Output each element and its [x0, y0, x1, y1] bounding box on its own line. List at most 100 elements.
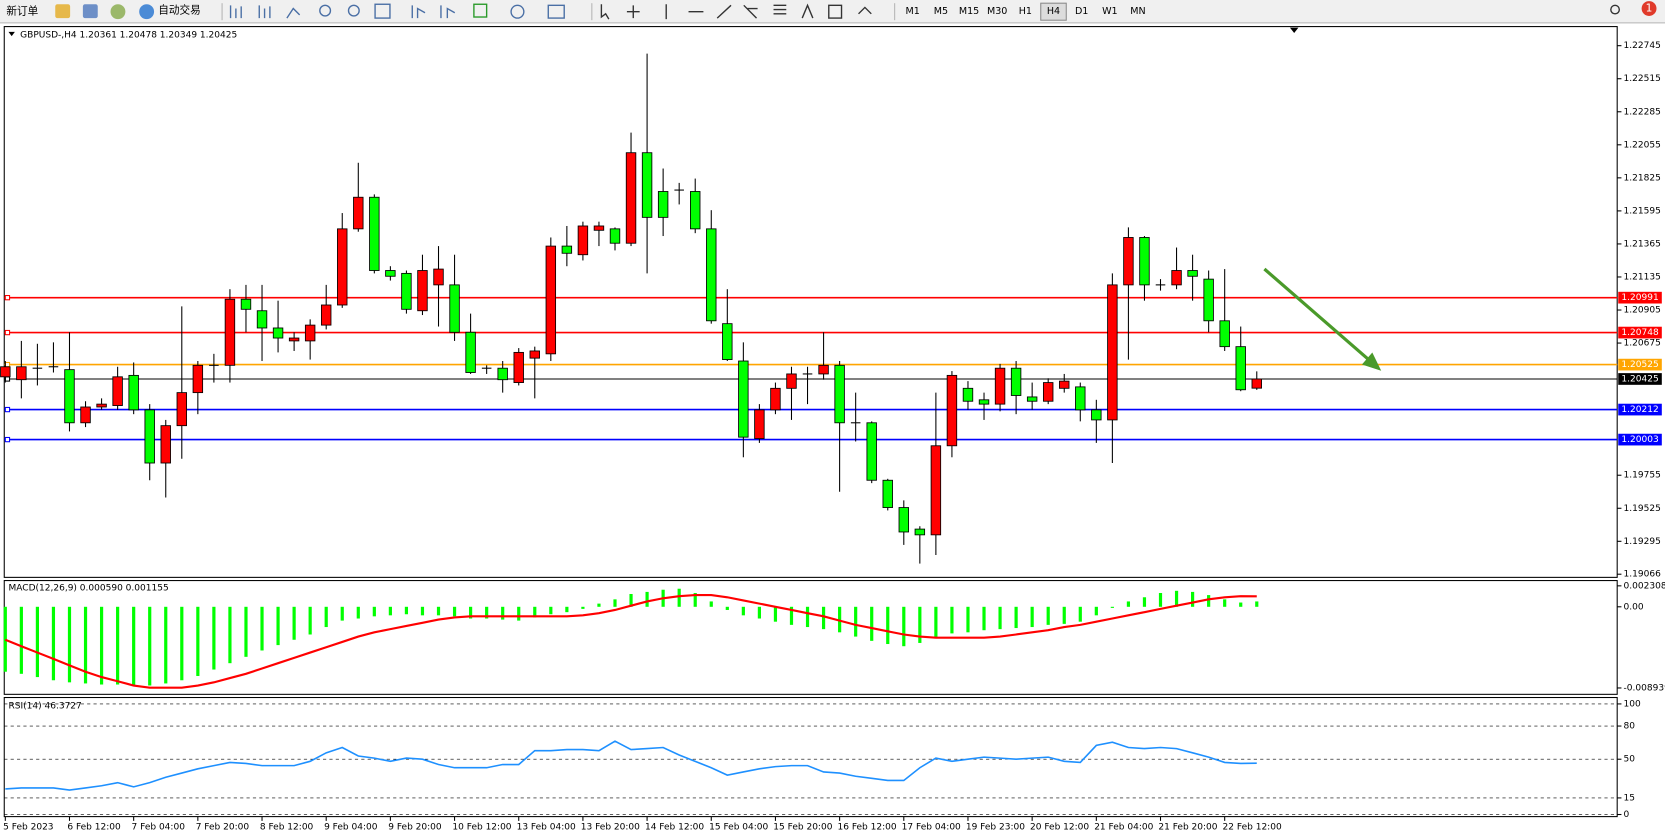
- level-marker: [4, 436, 11, 443]
- timeframe-label[interactable]: M5: [934, 6, 948, 17]
- icon[interactable]: [828, 4, 843, 19]
- y-tick-label: 1.21825: [1624, 173, 1661, 183]
- candle-body: [401, 272, 412, 310]
- candle-body: [834, 364, 845, 424]
- candle-body: [160, 425, 171, 464]
- notification-badge[interactable]: [1641, 1, 1657, 16]
- icon[interactable]: [139, 4, 155, 20]
- icon[interactable]: [473, 3, 488, 18]
- search-icon[interactable]: [1610, 4, 1621, 15]
- macd-bar: [773, 606, 778, 622]
- candle-body: [625, 152, 637, 244]
- timeframe-button[interactable]: [956, 3, 982, 21]
- macd-bar: [789, 606, 794, 625]
- candle-body: [240, 298, 252, 310]
- timeframe-button[interactable]: [984, 3, 1010, 21]
- toolbar-icons: [229, 3, 1621, 20]
- macd-bar: [3, 606, 7, 672]
- macd-bar: [148, 606, 152, 686]
- icon[interactable]: [55, 4, 71, 19]
- timeframe-button[interactable]: [928, 3, 954, 21]
- macd-bar: [645, 591, 649, 607]
- icon[interactable]: [110, 4, 126, 20]
- icon[interactable]: [286, 7, 301, 19]
- macd-bar: [1207, 595, 1211, 607]
- macd-bar: [35, 606, 39, 678]
- auto-trading-button[interactable]: 自动交易: [158, 4, 200, 17]
- macd-bar: [918, 606, 922, 643]
- level-marker: [4, 295, 11, 301]
- candle-body: [1123, 237, 1134, 286]
- timeframe-label[interactable]: H1: [1019, 6, 1032, 17]
- macd-bar: [1239, 602, 1243, 607]
- y-tick-label: 0.002308: [1624, 581, 1665, 591]
- candle-body: [497, 367, 508, 381]
- icon[interactable]: [547, 4, 565, 19]
- y-tick-label: 1.22055: [1624, 140, 1661, 150]
- macd-bar: [260, 606, 264, 651]
- timeframe-button[interactable]: [1040, 2, 1067, 21]
- icon[interactable]: [716, 4, 732, 19]
- y-tick-label: 1.21365: [1624, 239, 1661, 249]
- icon[interactable]: [440, 5, 456, 19]
- macd-bar: [1142, 597, 1147, 607]
- macd-bar: [709, 601, 713, 607]
- timeframe-button[interactable]: [1097, 3, 1123, 21]
- icon[interactable]: [858, 6, 872, 15]
- macd-bar: [436, 606, 441, 616]
- icon[interactable]: [801, 3, 814, 19]
- icon[interactable]: [319, 4, 332, 17]
- macd-bar: [597, 603, 601, 607]
- timeframe-label[interactable]: M15: [959, 6, 979, 17]
- timeframe-label[interactable]: MN: [1130, 6, 1145, 17]
- y-tick-label: -0.008939: [1624, 683, 1665, 693]
- icon[interactable]: [743, 4, 758, 19]
- icon[interactable]: [626, 5, 640, 19]
- candle-body: [962, 387, 974, 402]
- macd-bar: [19, 606, 23, 674]
- candle-body: [128, 374, 139, 411]
- symbol-menu-marker[interactable]: [8, 31, 15, 37]
- timeframe-button[interactable]: [899, 3, 926, 21]
- x-tick-label: 9 Feb 20:00: [388, 823, 442, 833]
- timeframe-button[interactable]: [1068, 3, 1095, 21]
- timeframe-button[interactable]: [1125, 3, 1151, 21]
- icon[interactable]: [229, 5, 242, 19]
- toolbar-bg: [0, 0, 1665, 24]
- macd-bar: [1094, 606, 1098, 616]
- candle-body: [272, 327, 284, 339]
- icon[interactable]: [773, 4, 787, 15]
- macd-bar: [164, 606, 168, 684]
- timeframe-label[interactable]: H4: [1047, 6, 1060, 17]
- icon[interactable]: [600, 4, 610, 20]
- candle-body: [1075, 386, 1086, 411]
- arrow-head: [1361, 352, 1382, 371]
- macd-bar: [966, 606, 970, 633]
- timeframe-button[interactable]: [1012, 3, 1039, 21]
- level-label: 1.20525: [1621, 360, 1658, 370]
- y-tick-label: 0.00: [1624, 602, 1644, 612]
- icon[interactable]: [347, 4, 360, 17]
- level-marker: [4, 406, 11, 413]
- icon[interactable]: [510, 4, 525, 19]
- icon[interactable]: [374, 3, 391, 19]
- timeframe-label[interactable]: D1: [1075, 6, 1088, 17]
- macd-bar: [629, 593, 633, 607]
- y-tick-label: 1.22285: [1624, 107, 1661, 117]
- icon[interactable]: [258, 5, 271, 19]
- candle-body: [994, 367, 1006, 405]
- icon[interactable]: [82, 4, 98, 19]
- macd-bar: [982, 606, 986, 631]
- chart-shift-marker: [1289, 27, 1299, 33]
- new-order-button[interactable]: 新订单: [6, 5, 38, 18]
- timeframe-label[interactable]: M1: [906, 6, 920, 17]
- candle-body: [770, 387, 781, 411]
- timeframe-label[interactable]: W1: [1102, 6, 1118, 17]
- icon[interactable]: [411, 5, 426, 19]
- candle-body: [898, 507, 910, 533]
- timeframe-label[interactable]: M30: [987, 6, 1007, 17]
- candle-body: [754, 409, 765, 440]
- candle-body: [946, 374, 958, 447]
- candle-body: [64, 369, 75, 424]
- macd-bar: [693, 592, 697, 607]
